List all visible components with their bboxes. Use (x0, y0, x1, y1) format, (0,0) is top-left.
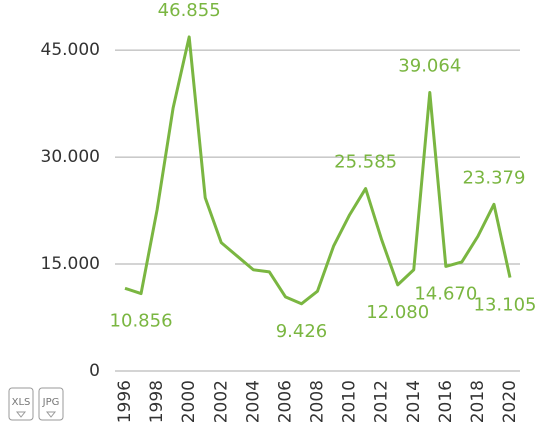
x-tick-label: 1996 (115, 380, 135, 423)
y-tick-label: 30.000 (41, 147, 100, 167)
x-tick-label: 2014 (404, 380, 424, 423)
x-tick-label: 2008 (308, 380, 328, 423)
xls-button[interactable]: XLS (8, 387, 34, 421)
x-tick-label: 1998 (147, 380, 167, 423)
jpg-label[interactable]: JPG (42, 397, 60, 408)
line (124, 35, 512, 306)
value-label: 46.855 (158, 0, 221, 21)
x-tick-label: 2002 (211, 380, 231, 423)
value-label: 25.585 (334, 152, 397, 173)
jpg-button[interactable]: JPG (38, 387, 64, 421)
value-label: 39.064 (398, 55, 461, 76)
value-label: 12.080 (366, 302, 429, 323)
y-tick-label: 0 (89, 361, 100, 381)
x-tick-label: 2012 (372, 380, 392, 423)
x-tick-label: 2000 (179, 380, 199, 423)
x-tick-label: 2016 (436, 380, 456, 423)
xls-label[interactable]: XLS (12, 397, 31, 408)
value-label: 13.105 (474, 295, 537, 316)
x-tick-label: 2004 (243, 380, 263, 423)
value-label: 9.426 (276, 321, 328, 342)
y-tick-label: 45.000 (41, 40, 100, 60)
x-tick-label: 2018 (468, 380, 488, 423)
value-label: 10.856 (110, 311, 173, 332)
y-tick-label: 15.000 (41, 254, 100, 274)
x-tick-label: 2020 (500, 380, 520, 423)
x-tick-label: 2006 (275, 380, 295, 423)
x-tick-label: 2010 (340, 380, 360, 423)
value-label: 14.670 (414, 283, 477, 304)
value-label: 23.379 (462, 167, 525, 188)
